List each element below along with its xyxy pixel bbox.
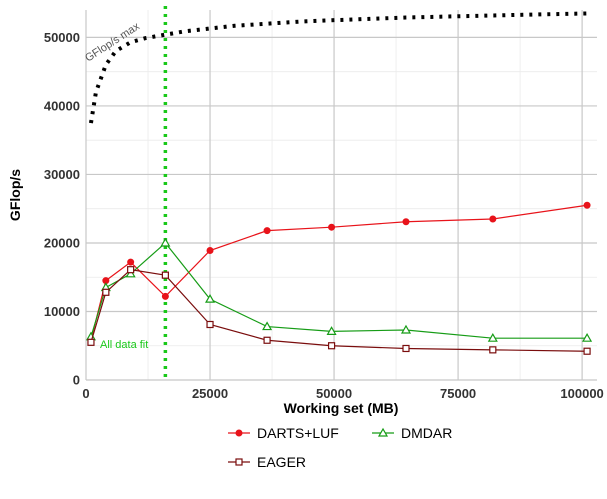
y-axis-title: GFlop/s: [7, 169, 23, 221]
x-tick-label: 50000: [316, 386, 352, 401]
data-point: [206, 320, 214, 329]
y-tick-label: 20000: [44, 235, 80, 250]
x-tick-label: 75000: [440, 386, 476, 401]
data-point: [161, 271, 169, 279]
data-point: [489, 346, 497, 354]
series-2: [87, 266, 591, 355]
legend-item: DARTS+LUF: [228, 425, 339, 441]
data-point: [327, 342, 336, 350]
data-point: [328, 223, 336, 231]
data-point: [487, 332, 498, 342]
x-tick-label: 100000: [560, 386, 603, 401]
legend-marker: [377, 427, 389, 437]
x-axis-title: Working set (MB): [284, 400, 399, 416]
data-point: [204, 293, 216, 303]
data-point: [160, 237, 171, 247]
series-line: [90, 269, 588, 352]
y-tick-label: 50000: [44, 30, 80, 45]
legend-item: DMDAR: [372, 425, 452, 441]
legend-marker: [235, 458, 243, 466]
data-point: [87, 338, 95, 346]
data-point: [102, 288, 110, 296]
max-line-path: [88, 11, 588, 124]
data-point: [402, 218, 410, 226]
legend: DARTS+LUF DMDAR EAGER: [228, 425, 452, 470]
plot-area: [85, 10, 597, 381]
data-point: [489, 215, 497, 223]
legend-label: DMDAR: [401, 425, 452, 441]
legend-item: EAGER: [228, 454, 306, 470]
y-tick-label: 40000: [44, 98, 80, 113]
y-tick-label: 10000: [44, 304, 80, 319]
data-point: [127, 266, 135, 274]
legend-marker: [235, 429, 243, 437]
series-line: [90, 204, 588, 341]
x-axis-ticks: 0 25000 50000 75000 100000: [82, 386, 603, 401]
data-point: [583, 201, 591, 209]
legend-label: DARTS+LUF: [257, 425, 339, 441]
data-point: [206, 247, 214, 254]
data-point: [402, 344, 410, 353]
data-point: [400, 324, 412, 334]
data-point: [583, 347, 591, 355]
data-point: [582, 332, 593, 342]
legend-label: EAGER: [257, 454, 306, 470]
data-point: [263, 336, 271, 344]
fit-line-label: All data fit: [100, 339, 148, 351]
max-line: [88, 11, 588, 124]
grid-major: [85, 10, 597, 381]
data-point: [326, 326, 337, 335]
grid-minor: [86, 10, 597, 380]
data-point: [263, 227, 271, 235]
y-axis-ticks: 0 10000 20000 30000 40000 50000: [44, 30, 80, 388]
y-tick-label: 30000: [44, 167, 80, 182]
series-layer: [85, 201, 593, 355]
data-point: [127, 258, 135, 266]
y-tick-label: 0: [73, 373, 80, 388]
data-point: [161, 292, 169, 300]
data-point: [262, 321, 273, 331]
x-tick-label: 0: [82, 386, 89, 401]
x-tick-label: 25000: [192, 386, 228, 401]
data-point: [125, 268, 136, 278]
